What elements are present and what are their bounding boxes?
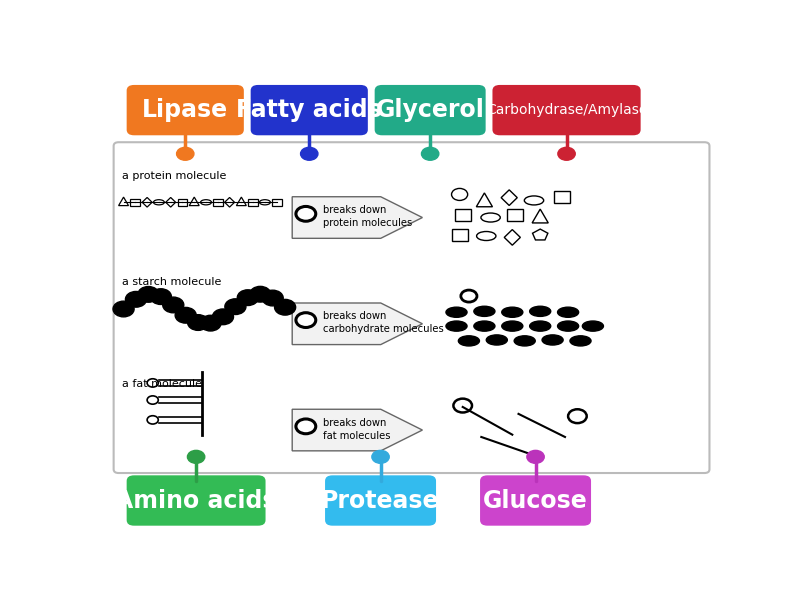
Text: Carbohydrase/Amylase: Carbohydrase/Amylase: [486, 103, 647, 117]
Polygon shape: [292, 409, 422, 451]
Bar: [272, 199, 282, 206]
FancyBboxPatch shape: [126, 475, 266, 526]
Bar: [130, 199, 140, 206]
Circle shape: [187, 314, 209, 331]
Text: Protease: Protease: [322, 488, 440, 512]
Ellipse shape: [486, 335, 507, 345]
Ellipse shape: [502, 307, 523, 317]
Text: breaks down
carbohydrate molecules: breaks down carbohydrate molecules: [323, 311, 444, 334]
Text: breaks down
fat molecules: breaks down fat molecules: [323, 418, 390, 441]
FancyBboxPatch shape: [325, 475, 436, 526]
Circle shape: [150, 289, 171, 304]
Circle shape: [527, 451, 544, 463]
Circle shape: [138, 287, 159, 302]
Circle shape: [558, 148, 575, 160]
Text: breaks down
protein molecules: breaks down protein molecules: [323, 205, 413, 228]
Text: a starch molecule: a starch molecule: [122, 277, 221, 287]
Circle shape: [225, 299, 246, 314]
Bar: [213, 199, 222, 206]
Ellipse shape: [446, 307, 467, 317]
Circle shape: [274, 299, 296, 315]
Ellipse shape: [474, 306, 495, 316]
Ellipse shape: [502, 321, 523, 331]
Circle shape: [296, 313, 316, 328]
Text: a protein molecule: a protein molecule: [122, 171, 226, 181]
FancyBboxPatch shape: [126, 85, 244, 135]
Ellipse shape: [530, 306, 550, 316]
Bar: [454, 209, 470, 221]
FancyBboxPatch shape: [374, 85, 486, 135]
Text: a fat molecule: a fat molecule: [122, 379, 202, 389]
Text: Amino acids: Amino acids: [115, 488, 277, 512]
FancyBboxPatch shape: [250, 85, 368, 135]
Circle shape: [177, 148, 194, 160]
Bar: [507, 209, 523, 221]
FancyBboxPatch shape: [114, 142, 710, 473]
Text: Glucose: Glucose: [483, 488, 588, 512]
Circle shape: [301, 148, 318, 160]
Ellipse shape: [558, 321, 578, 331]
Circle shape: [126, 292, 146, 307]
Ellipse shape: [474, 321, 495, 331]
Circle shape: [162, 297, 184, 313]
Circle shape: [422, 148, 439, 160]
Ellipse shape: [582, 321, 603, 331]
Polygon shape: [292, 197, 422, 238]
Ellipse shape: [530, 321, 550, 331]
Bar: [248, 199, 258, 206]
Circle shape: [296, 419, 316, 434]
Circle shape: [250, 286, 270, 302]
Ellipse shape: [458, 336, 479, 346]
Ellipse shape: [514, 336, 535, 346]
Circle shape: [200, 315, 221, 331]
Circle shape: [372, 451, 390, 463]
Ellipse shape: [446, 321, 467, 331]
Circle shape: [175, 307, 196, 323]
Bar: [178, 199, 187, 206]
Bar: [554, 191, 570, 203]
Ellipse shape: [542, 335, 563, 345]
Polygon shape: [292, 303, 422, 344]
Circle shape: [238, 290, 258, 305]
Circle shape: [187, 451, 205, 463]
FancyBboxPatch shape: [493, 85, 641, 135]
Circle shape: [262, 290, 283, 306]
Circle shape: [296, 206, 316, 221]
Circle shape: [213, 309, 234, 325]
Circle shape: [113, 301, 134, 317]
Bar: [451, 229, 468, 241]
Text: Lipase: Lipase: [142, 98, 228, 122]
Text: Fatty acids: Fatty acids: [236, 98, 382, 122]
Ellipse shape: [558, 307, 578, 317]
Ellipse shape: [570, 336, 591, 346]
Text: Glycerol: Glycerol: [376, 98, 485, 122]
FancyBboxPatch shape: [480, 475, 591, 526]
